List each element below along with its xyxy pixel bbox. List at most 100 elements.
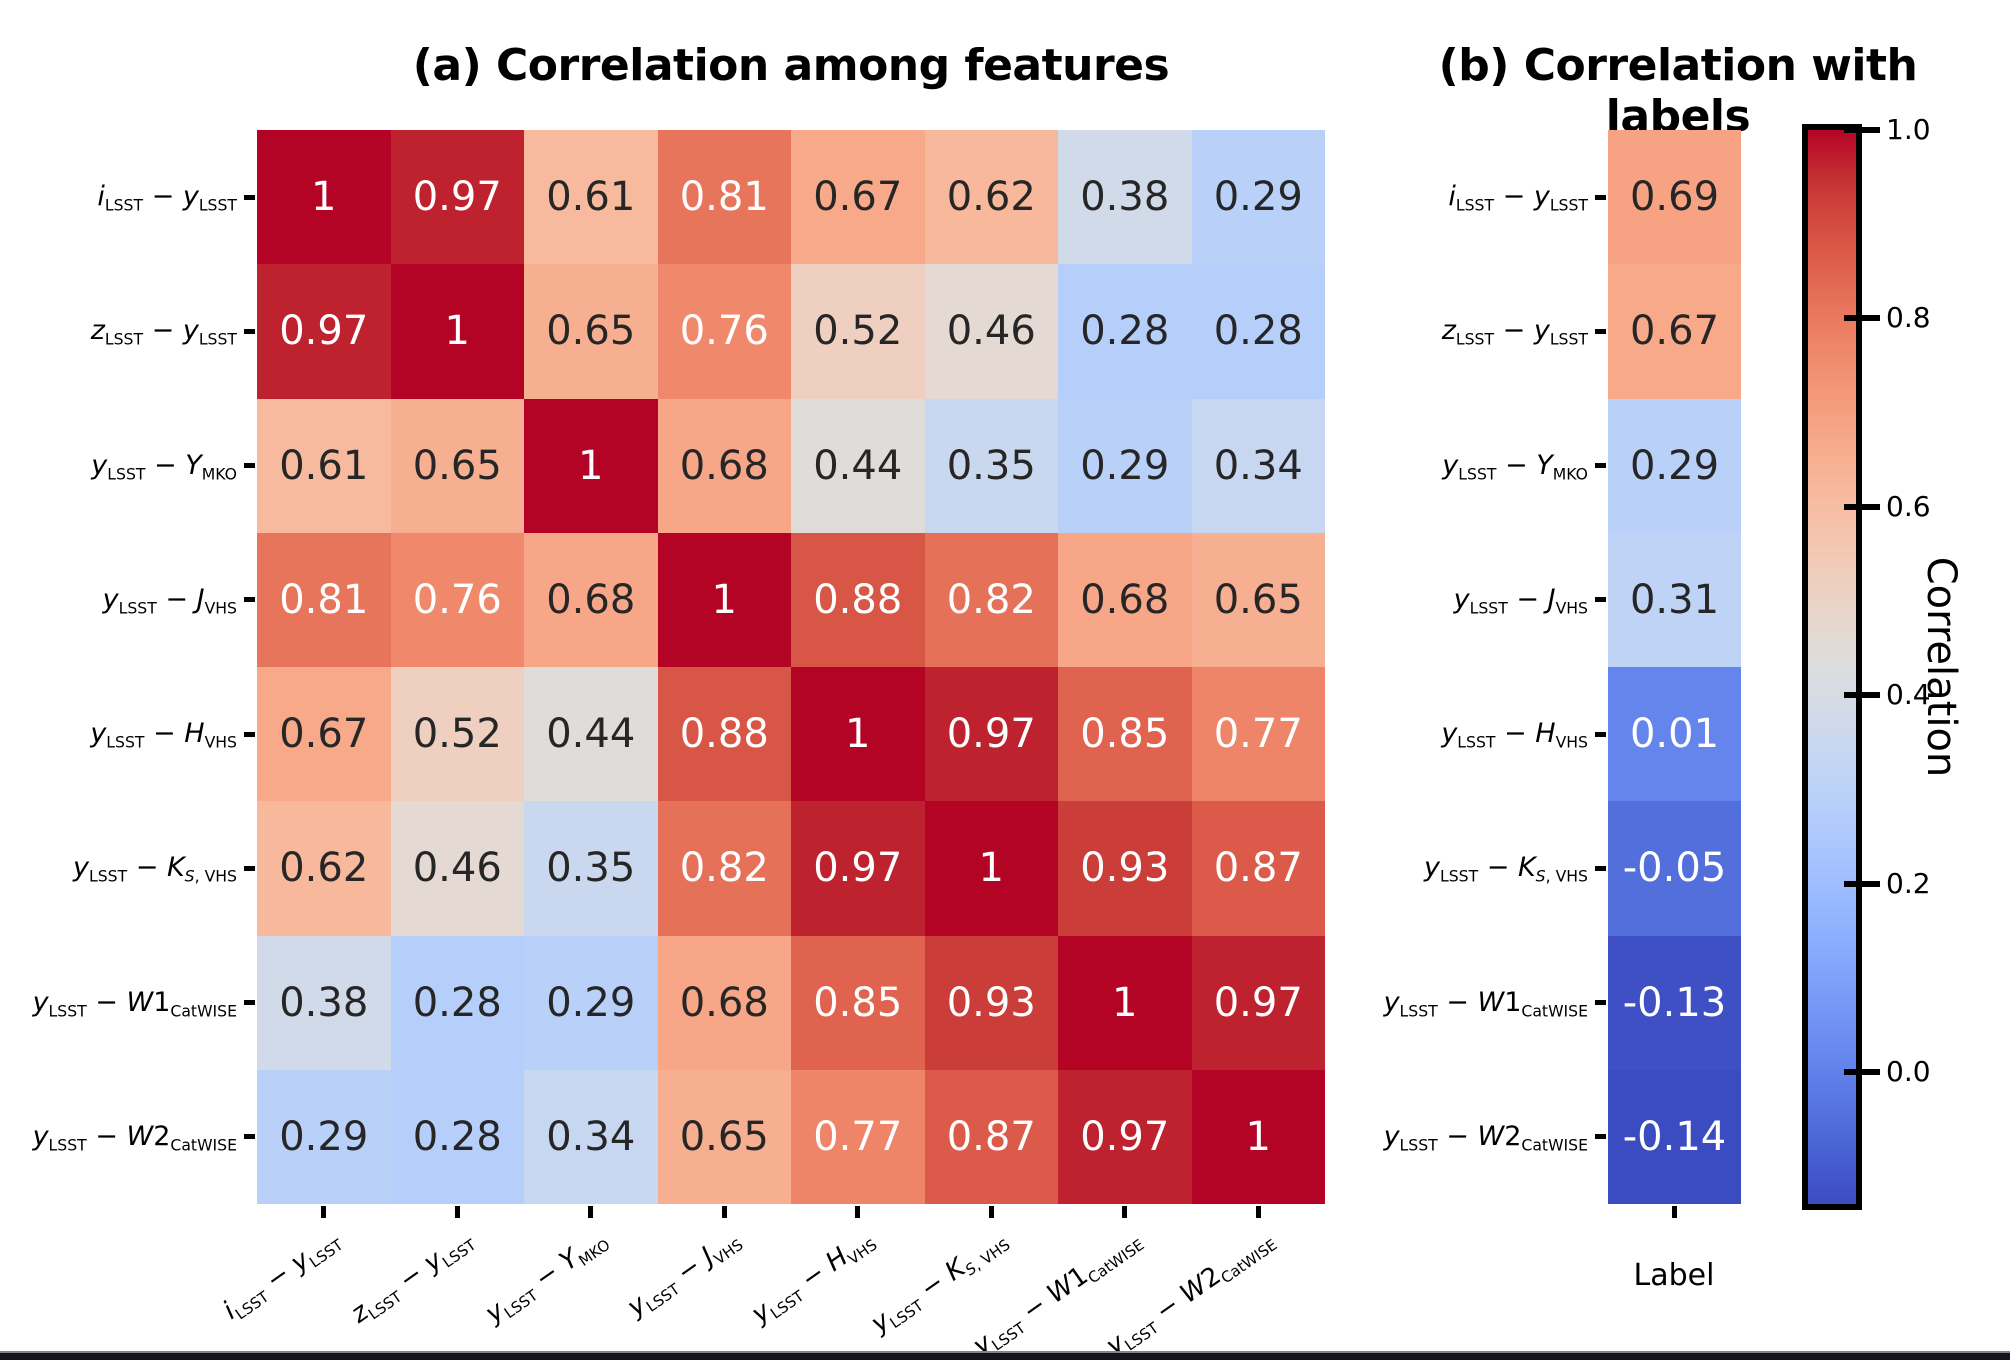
y-tick-label: yLSST − W2CatWISE <box>1383 1120 1588 1155</box>
panel-b-heatmap: 0.69 0.67 0.29 0.31 0.01 -0.05 -0.13 -0.14 <box>1608 130 1741 1204</box>
panel-a-heatmap: 1 0.97 0.61 0.81 0.67 0.62 0.38 0.29 0.97 1 0.65 0.… <box>257 130 1325 1204</box>
y-axis-tick <box>1595 463 1606 469</box>
heatmap-cell: 1 <box>390 264 524 399</box>
colorbar-tick <box>1844 503 1880 510</box>
heatmap-cell: 0.28 <box>390 1069 524 1204</box>
y-tick-label: iLSST − yLSST <box>1448 181 1588 215</box>
heatmap-cell: 0.76 <box>657 264 791 399</box>
y-tick-label: yLSST − YMKO <box>91 449 237 484</box>
y-tick-label: yLSST − W2CatWISE <box>32 1120 237 1155</box>
bottom-rule <box>0 1351 2010 1360</box>
heatmap-cell: 0.76 <box>390 532 524 667</box>
heatmap-cell: 0.65 <box>524 264 658 399</box>
y-axis-tick <box>244 597 255 603</box>
heatmap-cell: 0.35 <box>924 398 1058 533</box>
y-tick-label: yLSST − HVHS <box>90 718 237 752</box>
colorbar-tick <box>1844 315 1880 322</box>
heatmap-cell: 1 <box>1058 935 1192 1070</box>
y-tick-label: zLSST − yLSST <box>90 315 237 349</box>
y-axis-tick <box>244 328 255 334</box>
heatmap-cell: 0.29 <box>257 1069 391 1204</box>
x-axis-tick <box>588 1206 594 1218</box>
heatmap-cell: 0.52 <box>390 667 524 802</box>
heatmap-cell: 0.68 <box>524 532 658 667</box>
y-tick-label: yLSST − KS, VHS <box>73 852 237 886</box>
x-axis-tick <box>1672 1206 1677 1218</box>
heatmap-cell: 0.34 <box>524 1069 658 1204</box>
heatmap-cell: 0.82 <box>657 801 791 936</box>
heatmap-cell: 0.69 <box>1608 130 1741 265</box>
heatmap-cell: 1 <box>1191 1069 1325 1204</box>
heatmap-cell: 0.62 <box>257 801 391 936</box>
colorbar-tick-label: 0.2 <box>1886 866 1931 900</box>
heatmap-cell: 0.97 <box>257 264 391 399</box>
heatmap-cell: -0.13 <box>1608 935 1741 1070</box>
heatmap-cell: 0.87 <box>924 1069 1058 1204</box>
colorbar-tick-label: 0.8 <box>1886 301 1931 335</box>
x-axis-tick <box>321 1206 327 1218</box>
heatmap-cell: 0.97 <box>390 130 524 265</box>
y-axis-tick <box>244 731 255 737</box>
colorbar-tick-label: 1.0 <box>1886 113 1931 146</box>
heatmap-cell: 0.35 <box>524 801 658 936</box>
x-axis-tick <box>1122 1206 1128 1218</box>
heatmap-cell: 0.97 <box>924 667 1058 802</box>
heatmap-cell: 0.46 <box>924 264 1058 399</box>
heatmap-cell: 0.68 <box>657 935 791 1070</box>
x-axis-tick <box>721 1206 727 1218</box>
heatmap-cell: 0.87 <box>1191 801 1325 936</box>
heatmap-cell: 0.65 <box>1191 532 1325 667</box>
colorbar <box>1802 124 1862 1210</box>
heatmap-cell: 0.88 <box>791 532 925 667</box>
y-tick-label: yLSST − HVHS <box>1441 718 1588 752</box>
heatmap-cell: 1 <box>657 532 791 667</box>
heatmap-cell: -0.05 <box>1608 801 1741 936</box>
y-axis-tick <box>244 194 255 200</box>
heatmap-cell: 1 <box>524 398 658 533</box>
x-tick-label: iLSST − yLSST <box>217 1235 347 1326</box>
heatmap-cell: 0.97 <box>1058 1069 1192 1204</box>
heatmap-cell: 0.97 <box>1191 935 1325 1070</box>
heatmap-cell: 0.82 <box>924 532 1058 667</box>
heatmap-cell: 0.67 <box>257 667 391 802</box>
colorbar-axis-label: Correlation <box>1918 556 1964 778</box>
y-axis-tick <box>244 1134 255 1140</box>
heatmap-cell: 0.85 <box>791 935 925 1070</box>
y-tick-label: yLSST − JVHS <box>1453 583 1588 618</box>
heatmap-cell: 0.68 <box>1058 532 1192 667</box>
y-tick-label: zLSST − yLSST <box>1441 315 1588 349</box>
y-axis-tick <box>1595 597 1606 603</box>
heatmap-cell: 1 <box>257 130 391 265</box>
colorbar-tick-label: 0.4 <box>1886 678 1931 712</box>
colorbar-tick-label: 0.6 <box>1886 489 1931 523</box>
heatmap-cell: 0.85 <box>1058 667 1192 802</box>
heatmap-cell: 0.28 <box>390 935 524 1070</box>
heatmap-cell: 0.81 <box>257 532 391 667</box>
colorbar-tick <box>1844 692 1880 699</box>
colorbar-tick <box>1844 1069 1880 1076</box>
heatmap-cell: -0.14 <box>1608 1069 1741 1204</box>
y-axis-tick <box>1595 731 1606 737</box>
y-tick-label: iLSST − yLSST <box>97 181 237 215</box>
heatmap-cell: 0.81 <box>657 130 791 265</box>
y-axis-tick <box>1595 1000 1606 1006</box>
x-axis-tick <box>988 1206 994 1218</box>
y-axis-tick <box>1595 1134 1606 1140</box>
heatmap-cell: 0.62 <box>924 130 1058 265</box>
heatmap-cell: 0.65 <box>390 398 524 533</box>
y-axis-tick <box>1595 328 1606 334</box>
heatmap-cell: 0.46 <box>390 801 524 936</box>
heatmap-cell: 0.77 <box>791 1069 925 1204</box>
heatmap-cell: 0.61 <box>257 398 391 533</box>
y-tick-label: yLSST − YMKO <box>1442 449 1588 484</box>
heatmap-cell: 0.28 <box>1191 264 1325 399</box>
heatmap-cell: 0.65 <box>657 1069 791 1204</box>
heatmap-cell: 0.31 <box>1608 532 1741 667</box>
heatmap-cell: 0.29 <box>524 935 658 1070</box>
heatmap-cell: 1 <box>791 667 925 802</box>
colorbar-gradient <box>1808 130 1856 1204</box>
heatmap-cell: 0.77 <box>1191 667 1325 802</box>
heatmap-cell: 0.88 <box>657 667 791 802</box>
heatmap-cell: 0.52 <box>791 264 925 399</box>
